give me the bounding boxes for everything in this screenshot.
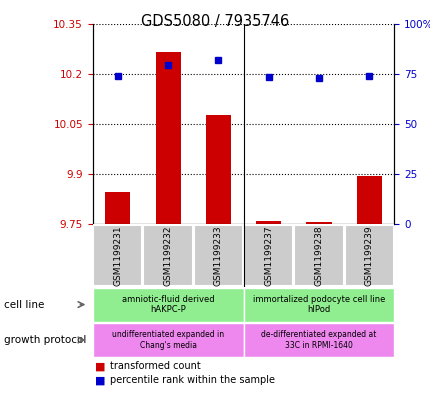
Text: GSM1199233: GSM1199233 — [213, 225, 222, 286]
Bar — [93, 225, 142, 286]
Text: percentile rank within the sample: percentile rank within the sample — [110, 375, 274, 385]
Text: de-differentiated expanded at
33C in RPMI-1640: de-differentiated expanded at 33C in RPM… — [261, 330, 376, 350]
Text: GDS5080 / 7935746: GDS5080 / 7935746 — [141, 14, 289, 29]
Text: immortalized podocyte cell line
hIPod: immortalized podocyte cell line hIPod — [252, 295, 384, 314]
Bar — [344, 225, 393, 286]
Text: GSM1199231: GSM1199231 — [113, 225, 122, 286]
Bar — [243, 225, 292, 286]
Bar — [255, 221, 280, 224]
Bar — [356, 176, 381, 224]
Text: cell line: cell line — [4, 299, 45, 310]
Text: GSM1199237: GSM1199237 — [264, 225, 273, 286]
Text: ■: ■ — [95, 375, 105, 385]
Text: amniotic-fluid derived
hAKPC-P: amniotic-fluid derived hAKPC-P — [122, 295, 214, 314]
Bar — [306, 222, 331, 224]
Bar — [92, 323, 243, 357]
Bar — [155, 52, 180, 224]
Bar — [105, 192, 130, 224]
Bar — [143, 225, 192, 286]
Bar — [92, 288, 243, 321]
Text: undifferentiated expanded in
Chang's media: undifferentiated expanded in Chang's med… — [112, 330, 224, 350]
Bar — [194, 225, 243, 286]
Text: GSM1199239: GSM1199239 — [364, 225, 373, 286]
Text: GSM1199232: GSM1199232 — [163, 225, 172, 286]
Text: growth protocol: growth protocol — [4, 335, 86, 345]
Bar — [243, 288, 393, 321]
Text: transformed count: transformed count — [110, 362, 200, 371]
Bar — [294, 225, 343, 286]
Bar — [206, 116, 230, 224]
Text: GSM1199238: GSM1199238 — [314, 225, 322, 286]
Text: ■: ■ — [95, 362, 105, 371]
Bar — [243, 323, 393, 357]
